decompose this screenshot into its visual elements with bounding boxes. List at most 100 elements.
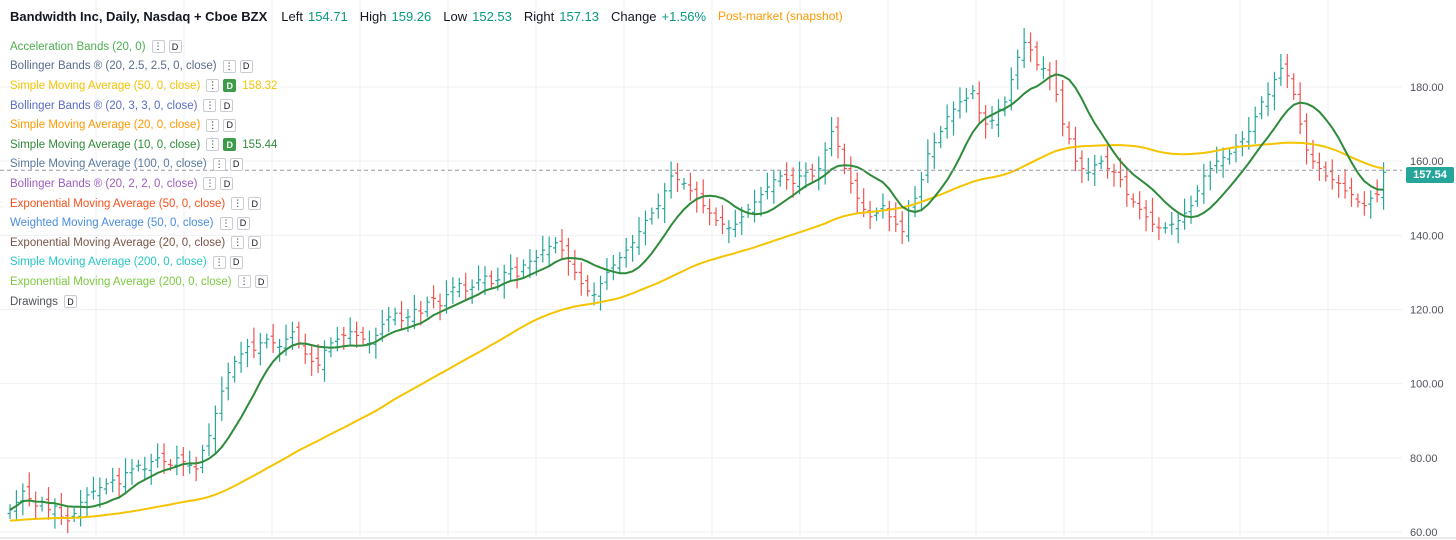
indicator-label[interactable]: Simple Moving Average (10, 0, close)	[10, 138, 201, 151]
candle	[110, 467, 116, 493]
data-window-toggle-button[interactable]: D	[229, 255, 243, 269]
data-window-toggle-button[interactable]: D	[223, 79, 237, 93]
candle	[925, 139, 931, 184]
candle	[995, 99, 1001, 138]
indicator-row[interactable]: Exponential Moving Average (20, 0, close…	[10, 233, 277, 253]
indicator-row[interactable]: Bollinger Bands ® (20, 2, 2, 0, close) ⋮ D	[10, 174, 277, 194]
data-window-toggle-button[interactable]: D	[229, 157, 243, 171]
candle	[854, 172, 860, 213]
candle	[174, 445, 180, 476]
indicator-label[interactable]: Simple Moving Average (100, 0, close)	[10, 158, 207, 171]
more-options-icon[interactable]: ⋮	[151, 40, 165, 54]
indicator-label[interactable]: Drawings	[10, 295, 58, 308]
change-value: +1.56%	[661, 8, 706, 24]
candle	[719, 205, 725, 235]
indicator-row[interactable]: Simple Moving Average (100, 0, close) ⋮ D	[10, 155, 277, 175]
data-window-toggle-button[interactable]: D	[248, 197, 262, 211]
indicator-label[interactable]: Simple Moving Average (20, 0, close)	[10, 119, 201, 132]
indicator-label[interactable]: Exponential Moving Average (20, 0, close…	[10, 236, 226, 249]
candle	[1368, 190, 1374, 219]
post-market-badge[interactable]: Post-market (snapshot)	[718, 9, 843, 23]
indicator-row[interactable]: Simple Moving Average (10, 0, close) ⋮ D 15…	[10, 135, 277, 155]
candle	[1374, 179, 1380, 203]
candle	[302, 333, 308, 365]
indicator-label[interactable]: Bollinger Bands ® (20, 2.5, 2.5, 0, clos…	[10, 60, 217, 73]
indicator-label[interactable]: Bollinger Bands ® (20, 2, 2, 0, close)	[10, 177, 198, 190]
more-options-icon[interactable]: ⋮	[219, 216, 233, 230]
data-window-toggle-button[interactable]: D	[223, 138, 237, 152]
candle	[630, 234, 636, 262]
change-label: Change	[611, 8, 657, 24]
data-window-toggle-button[interactable]: D	[254, 275, 268, 289]
data-window-toggle-button[interactable]: D	[236, 216, 250, 230]
candle	[1130, 193, 1136, 208]
indicator-label[interactable]: Exponential Moving Average (50, 0, close…	[10, 197, 226, 210]
indicator-label[interactable]: Exponential Moving Average (200, 0, clos…	[10, 275, 232, 288]
candle	[520, 259, 526, 278]
indicator-row[interactable]: Simple Moving Average (50, 0, close) ⋮ D 15…	[10, 76, 277, 96]
more-options-icon[interactable]: ⋮	[231, 236, 245, 250]
candle	[1207, 160, 1213, 191]
candle	[694, 181, 700, 213]
candle	[456, 277, 462, 298]
more-options-icon[interactable]: ⋮	[206, 138, 220, 152]
more-options-icon[interactable]: ⋮	[203, 99, 217, 113]
indicator-label[interactable]: Bollinger Bands ® (20, 3, 3, 0, close)	[10, 99, 198, 112]
data-window-toggle-button[interactable]: D	[63, 295, 77, 309]
candle	[713, 207, 719, 227]
indicator-row[interactable]: Exponential Moving Average (200, 0, clos…	[10, 272, 277, 292]
indicator-label[interactable]: Acceleration Bands (20, 0)	[10, 40, 146, 53]
candle	[84, 487, 90, 517]
candle	[880, 193, 886, 219]
candle	[809, 163, 815, 182]
indicator-row[interactable]: Simple Moving Average (200, 0, close) ⋮ D	[10, 253, 277, 273]
indicator-row[interactable]: Bollinger Bands ® (20, 3, 3, 0, close) ⋮ D	[10, 96, 277, 116]
indicator-row[interactable]: Exponential Moving Average (50, 0, close…	[10, 194, 277, 214]
candle	[200, 444, 206, 474]
more-options-icon[interactable]: ⋮	[206, 79, 220, 93]
indicator-row[interactable]: Bollinger Bands ® (20, 2.5, 2.5, 0, clos…	[10, 57, 277, 77]
indicator-row[interactable]: Acceleration Bands (20, 0) ⋮ D	[10, 37, 277, 57]
y-tick-label: 180.00	[1410, 82, 1444, 94]
more-options-icon[interactable]: ⋮	[237, 275, 251, 289]
candle	[488, 270, 494, 290]
candle	[1105, 144, 1111, 179]
candle	[1111, 163, 1117, 187]
more-options-icon[interactable]: ⋮	[212, 255, 226, 269]
candle	[264, 333, 270, 349]
data-window-toggle-button[interactable]: D	[168, 40, 182, 54]
indicator-row[interactable]: Drawings D	[10, 292, 277, 312]
candle	[764, 172, 770, 200]
candle	[1072, 126, 1078, 172]
indicator-label[interactable]: Simple Moving Average (200, 0, close)	[10, 256, 207, 269]
candle	[418, 300, 424, 326]
indicator-row[interactable]: Weighted Moving Average (50, 0, close) ⋮ D	[10, 213, 277, 233]
symbol-title[interactable]: Bandwidth Inc, Daily, Nasdaq + Cboe BZX	[10, 8, 268, 24]
more-options-icon[interactable]: ⋮	[212, 157, 226, 171]
indicator-row[interactable]: Simple Moving Average (20, 0, close) ⋮ D	[10, 115, 277, 135]
y-tick-label: 160.00	[1410, 156, 1444, 168]
candle	[687, 172, 693, 201]
indicator-label[interactable]: Simple Moving Average (50, 0, close)	[10, 79, 201, 92]
more-options-icon[interactable]: ⋮	[203, 177, 217, 191]
more-options-icon[interactable]: ⋮	[222, 59, 236, 73]
data-window-toggle-button[interactable]: D	[239, 59, 253, 73]
left-label: Left	[281, 8, 303, 24]
more-options-icon[interactable]: ⋮	[206, 118, 220, 132]
data-window-toggle-button[interactable]: D	[220, 177, 234, 191]
candle	[1355, 193, 1361, 208]
candle	[931, 132, 937, 169]
candle	[244, 338, 250, 367]
more-options-icon[interactable]: ⋮	[231, 197, 245, 211]
candle	[559, 229, 565, 261]
data-window-toggle-button[interactable]: D	[220, 99, 234, 113]
data-window-toggle-button[interactable]: D	[248, 236, 262, 250]
candle	[7, 504, 13, 520]
candle	[58, 493, 64, 525]
candle	[1246, 117, 1252, 150]
candle	[1329, 159, 1335, 190]
indicator-label[interactable]: Weighted Moving Average (50, 0, close)	[10, 217, 214, 230]
candle	[424, 296, 430, 318]
data-window-toggle-button[interactable]: D	[223, 118, 237, 132]
